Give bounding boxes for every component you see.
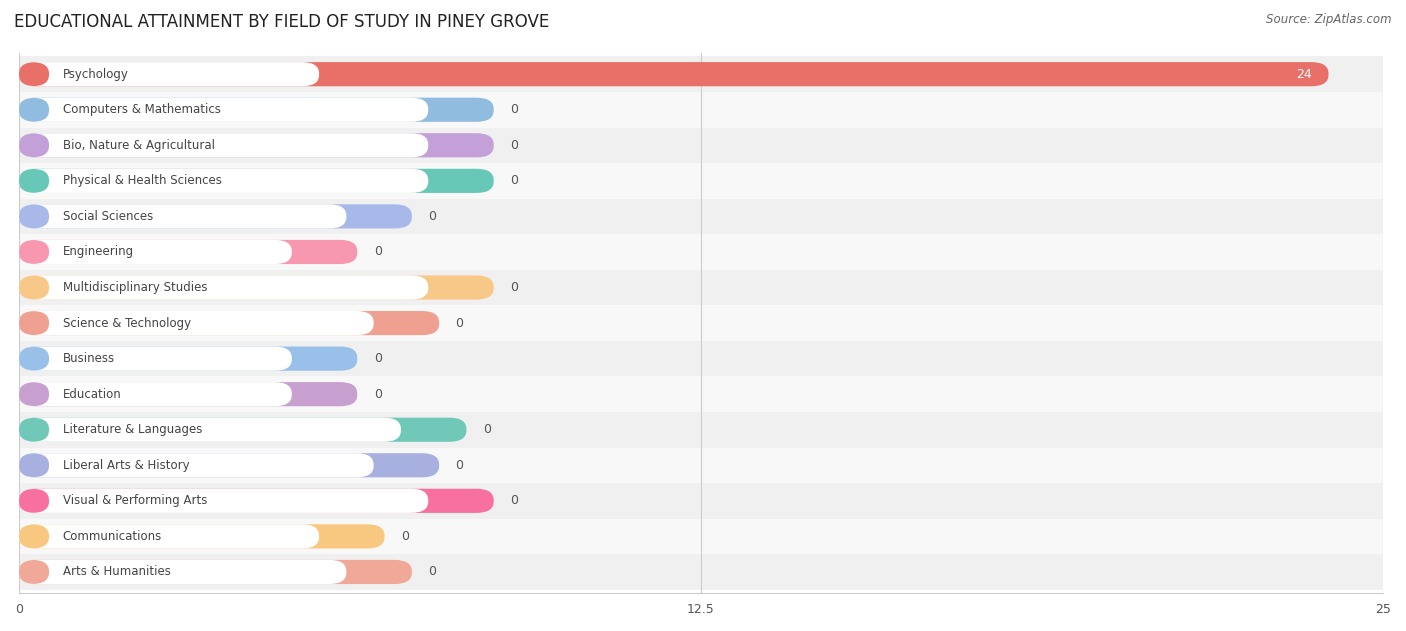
- Text: Multidisciplinary Studies: Multidisciplinary Studies: [63, 281, 207, 294]
- Text: 0: 0: [510, 494, 517, 507]
- Text: Engineering: Engineering: [63, 245, 134, 259]
- Text: EDUCATIONAL ATTAINMENT BY FIELD OF STUDY IN PINEY GROVE: EDUCATIONAL ATTAINMENT BY FIELD OF STUDY…: [14, 13, 550, 31]
- Text: Physical & Health Sciences: Physical & Health Sciences: [63, 174, 222, 187]
- FancyBboxPatch shape: [20, 524, 49, 548]
- FancyBboxPatch shape: [20, 382, 49, 406]
- FancyBboxPatch shape: [20, 275, 49, 300]
- FancyBboxPatch shape: [20, 560, 346, 584]
- FancyBboxPatch shape: [20, 62, 319, 86]
- Text: 0: 0: [374, 352, 381, 365]
- Bar: [20, 377, 1384, 412]
- Text: Psychology: Psychology: [63, 68, 128, 81]
- FancyBboxPatch shape: [20, 382, 357, 406]
- FancyBboxPatch shape: [20, 62, 1329, 86]
- FancyBboxPatch shape: [20, 240, 292, 264]
- Text: 0: 0: [456, 317, 464, 329]
- Bar: [20, 554, 1384, 590]
- FancyBboxPatch shape: [20, 204, 49, 228]
- Text: 24: 24: [1296, 68, 1312, 81]
- Text: Visual & Performing Arts: Visual & Performing Arts: [63, 494, 207, 507]
- Text: Education: Education: [63, 387, 121, 401]
- Text: 0: 0: [510, 174, 517, 187]
- FancyBboxPatch shape: [20, 346, 292, 370]
- Text: 0: 0: [374, 245, 381, 259]
- FancyBboxPatch shape: [20, 240, 357, 264]
- Bar: [20, 199, 1384, 234]
- Text: 0: 0: [482, 423, 491, 436]
- Bar: [20, 56, 1384, 92]
- Text: Literature & Languages: Literature & Languages: [63, 423, 202, 436]
- FancyBboxPatch shape: [20, 204, 412, 228]
- Bar: [20, 163, 1384, 199]
- FancyBboxPatch shape: [20, 489, 494, 513]
- Text: Arts & Humanities: Arts & Humanities: [63, 565, 170, 579]
- FancyBboxPatch shape: [20, 346, 49, 370]
- Bar: [20, 412, 1384, 447]
- Bar: [20, 127, 1384, 163]
- Bar: [20, 92, 1384, 127]
- Text: 0: 0: [510, 103, 517, 116]
- FancyBboxPatch shape: [20, 418, 467, 442]
- FancyBboxPatch shape: [20, 453, 439, 478]
- Bar: [20, 483, 1384, 519]
- FancyBboxPatch shape: [20, 133, 494, 157]
- FancyBboxPatch shape: [20, 311, 49, 335]
- FancyBboxPatch shape: [20, 524, 385, 548]
- Bar: [20, 269, 1384, 305]
- Text: 0: 0: [429, 210, 436, 223]
- FancyBboxPatch shape: [20, 560, 49, 584]
- FancyBboxPatch shape: [20, 168, 494, 193]
- FancyBboxPatch shape: [20, 240, 49, 264]
- FancyBboxPatch shape: [20, 98, 49, 122]
- FancyBboxPatch shape: [20, 168, 49, 193]
- FancyBboxPatch shape: [20, 560, 412, 584]
- Text: Source: ZipAtlas.com: Source: ZipAtlas.com: [1267, 13, 1392, 26]
- FancyBboxPatch shape: [20, 524, 319, 548]
- Text: 0: 0: [510, 139, 517, 152]
- Text: Social Sciences: Social Sciences: [63, 210, 153, 223]
- Text: Computers & Mathematics: Computers & Mathematics: [63, 103, 221, 116]
- Text: Liberal Arts & History: Liberal Arts & History: [63, 459, 190, 472]
- FancyBboxPatch shape: [20, 453, 49, 478]
- FancyBboxPatch shape: [20, 275, 429, 300]
- Bar: [20, 519, 1384, 554]
- Bar: [20, 447, 1384, 483]
- FancyBboxPatch shape: [20, 311, 439, 335]
- Text: Communications: Communications: [63, 530, 162, 543]
- FancyBboxPatch shape: [20, 98, 429, 122]
- FancyBboxPatch shape: [20, 346, 357, 370]
- FancyBboxPatch shape: [20, 382, 292, 406]
- FancyBboxPatch shape: [20, 204, 346, 228]
- Text: 0: 0: [429, 565, 436, 579]
- Text: 0: 0: [456, 459, 464, 472]
- FancyBboxPatch shape: [20, 62, 49, 86]
- FancyBboxPatch shape: [20, 418, 401, 442]
- FancyBboxPatch shape: [20, 453, 374, 478]
- Text: 0: 0: [374, 387, 381, 401]
- Text: Business: Business: [63, 352, 115, 365]
- Bar: [20, 234, 1384, 269]
- Text: 0: 0: [401, 530, 409, 543]
- FancyBboxPatch shape: [20, 133, 49, 157]
- Text: Bio, Nature & Agricultural: Bio, Nature & Agricultural: [63, 139, 215, 152]
- FancyBboxPatch shape: [20, 133, 429, 157]
- FancyBboxPatch shape: [20, 489, 429, 513]
- FancyBboxPatch shape: [20, 98, 494, 122]
- Text: Science & Technology: Science & Technology: [63, 317, 191, 329]
- FancyBboxPatch shape: [20, 275, 494, 300]
- FancyBboxPatch shape: [20, 168, 429, 193]
- FancyBboxPatch shape: [20, 489, 49, 513]
- FancyBboxPatch shape: [20, 418, 49, 442]
- Bar: [20, 341, 1384, 377]
- Text: 0: 0: [510, 281, 517, 294]
- Bar: [20, 305, 1384, 341]
- FancyBboxPatch shape: [20, 311, 374, 335]
